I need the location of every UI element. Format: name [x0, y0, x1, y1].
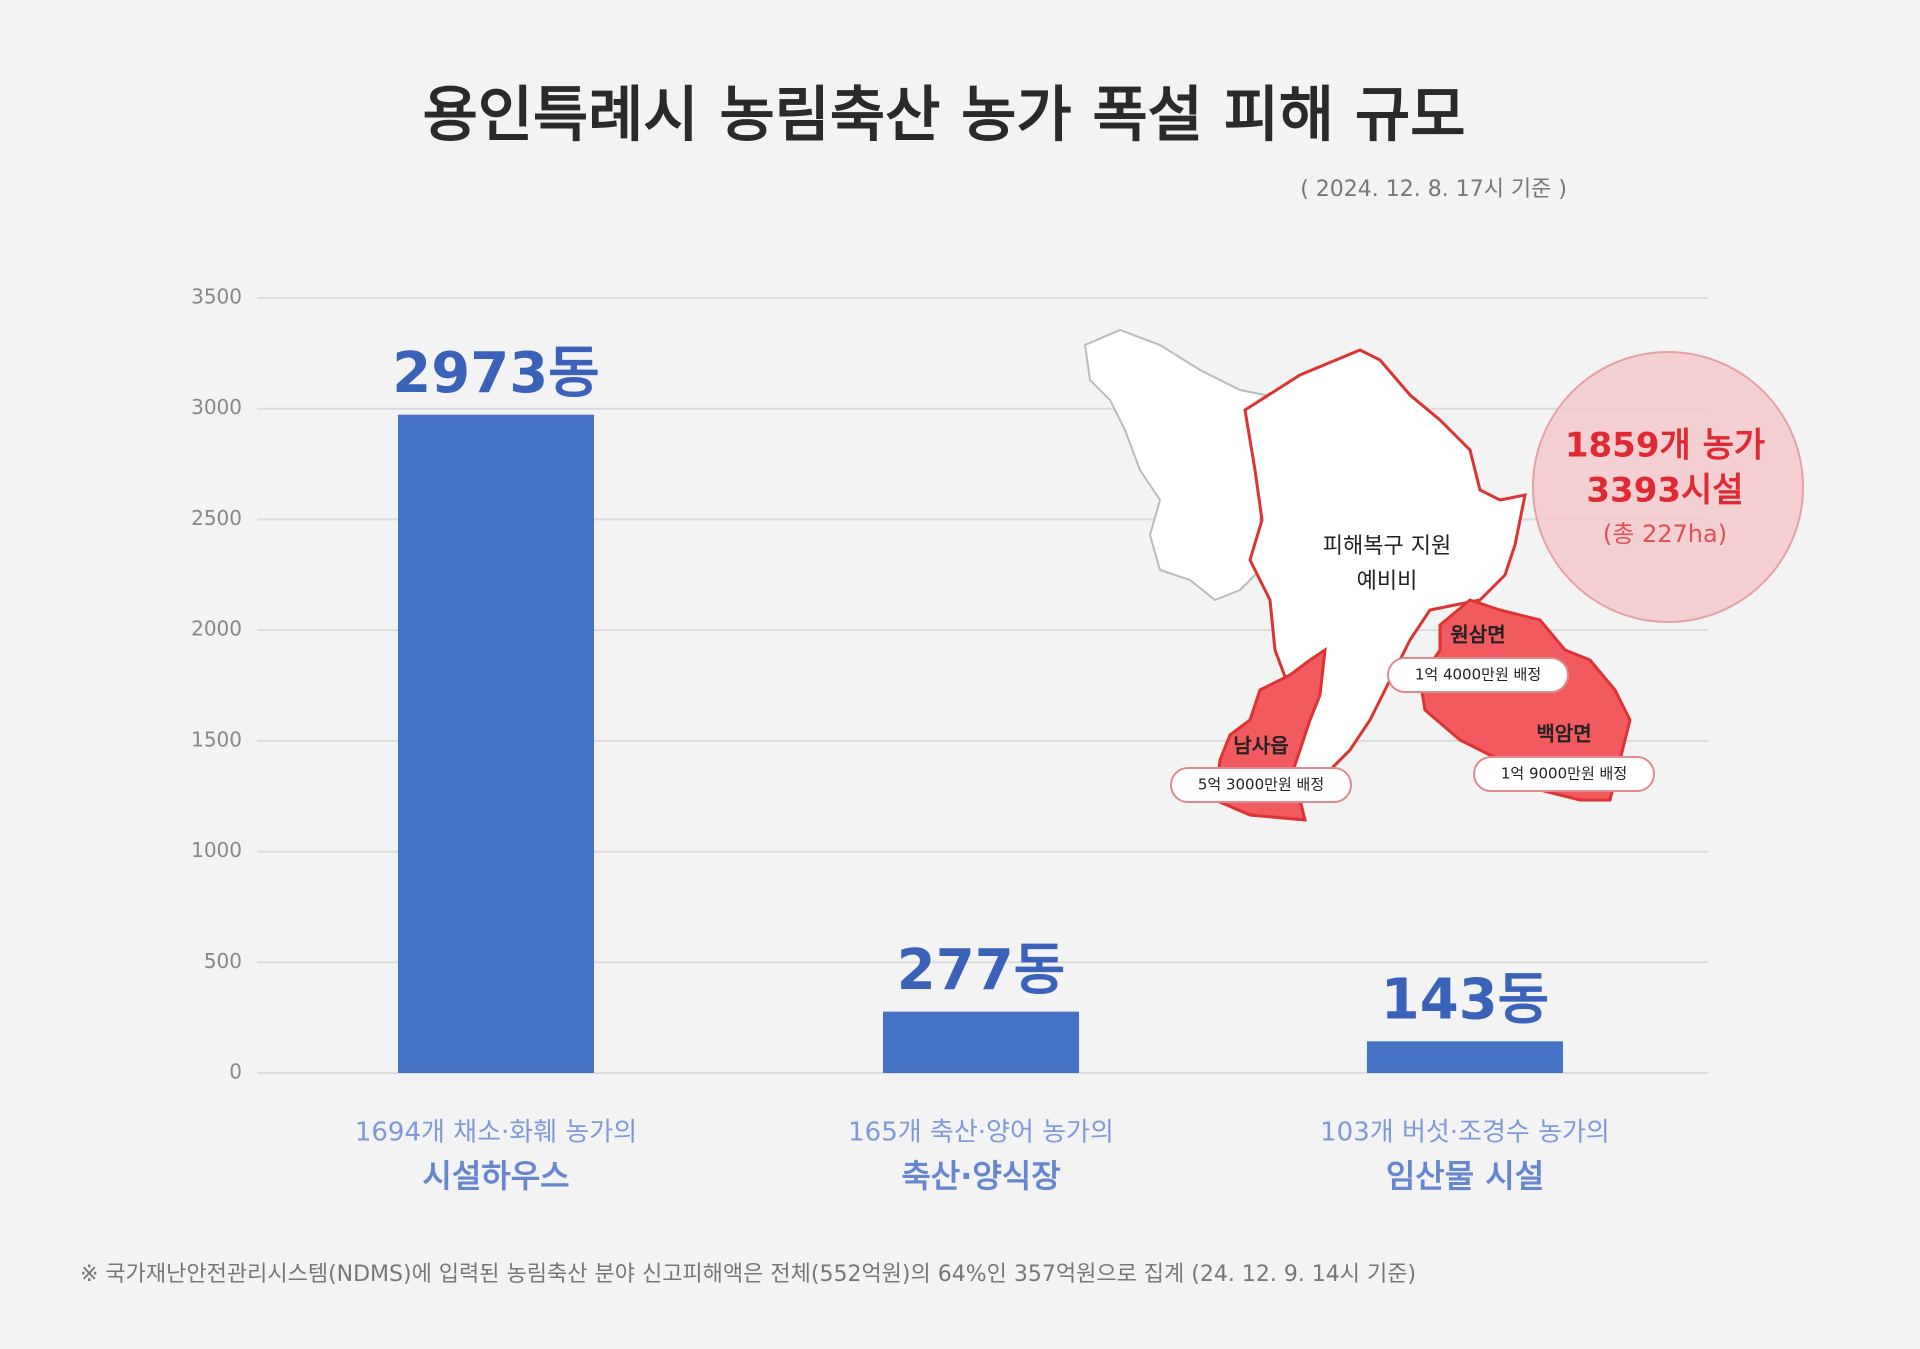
- y-tick-label: 0: [229, 1060, 242, 1084]
- y-tick-label: 3000: [191, 395, 242, 419]
- area-amount: 1억 9000만원 배정: [1501, 765, 1627, 783]
- x-tick-label: 축산·양식장: [901, 1157, 1060, 1195]
- area-amount: 5억 3000만원 배정: [1198, 776, 1324, 794]
- y-tick-label: 1000: [191, 838, 242, 862]
- chart-title: 용인특례시 농림축산 농가 폭설 피해 규모: [423, 81, 1466, 151]
- area-name: 남사읍: [1233, 734, 1288, 758]
- y-tick-label: 1500: [191, 727, 242, 751]
- summary-circle: [1532, 351, 1804, 623]
- map-center-label: 예비비: [1357, 569, 1418, 594]
- map-center-label: 피해복구 지원: [1323, 534, 1451, 559]
- footnote: ※ 국가재난안전관리시스템(NDMS)에 입력된 농림축산 분야 신고피해액은 …: [80, 1262, 1416, 1287]
- y-tick-label: 2500: [191, 506, 242, 530]
- chart-subtitle: ( 2024. 12. 8. 17시 기준 ): [1300, 177, 1567, 202]
- summary-line: 3393시설: [1586, 471, 1743, 511]
- y-tick-label: 3500: [191, 285, 242, 309]
- y-tick-label: 500: [204, 949, 242, 973]
- x-tick-label: 시설하우스: [422, 1157, 569, 1195]
- y-tick-label: 2000: [191, 617, 242, 641]
- category-note: 165개 축산·양어 농가의: [848, 1118, 1114, 1148]
- area-pill: [1170, 767, 1352, 803]
- area-amount: 1억 4000만원 배정: [1415, 666, 1541, 684]
- value-label: 2973동: [392, 341, 599, 406]
- bar: [398, 414, 594, 1073]
- map-region-west: [1083, 328, 1272, 602]
- value-label: 277동: [897, 938, 1065, 1003]
- bar: [883, 1011, 1079, 1073]
- value-label: 143동: [1381, 967, 1549, 1032]
- area-pill: [1473, 756, 1655, 792]
- x-tick-label: 임산물 시설: [1386, 1157, 1544, 1195]
- category-note: 103개 버섯·조경수 농가의: [1320, 1118, 1610, 1148]
- summary-line: 1859개 농가: [1565, 426, 1765, 466]
- area-name: 원삼면: [1450, 623, 1505, 647]
- category-note: 1694개 채소·화훼 농가의: [355, 1118, 637, 1148]
- bar: [1367, 1041, 1563, 1073]
- summary-line: (총 227ha): [1603, 520, 1727, 548]
- area-pill: [1387, 657, 1569, 693]
- area-name: 백암면: [1536, 722, 1591, 746]
- map: 피해복구 지원 예비비 원삼면 1억 4000만원 배정 남사읍 5억 3000…: [1083, 328, 1804, 822]
